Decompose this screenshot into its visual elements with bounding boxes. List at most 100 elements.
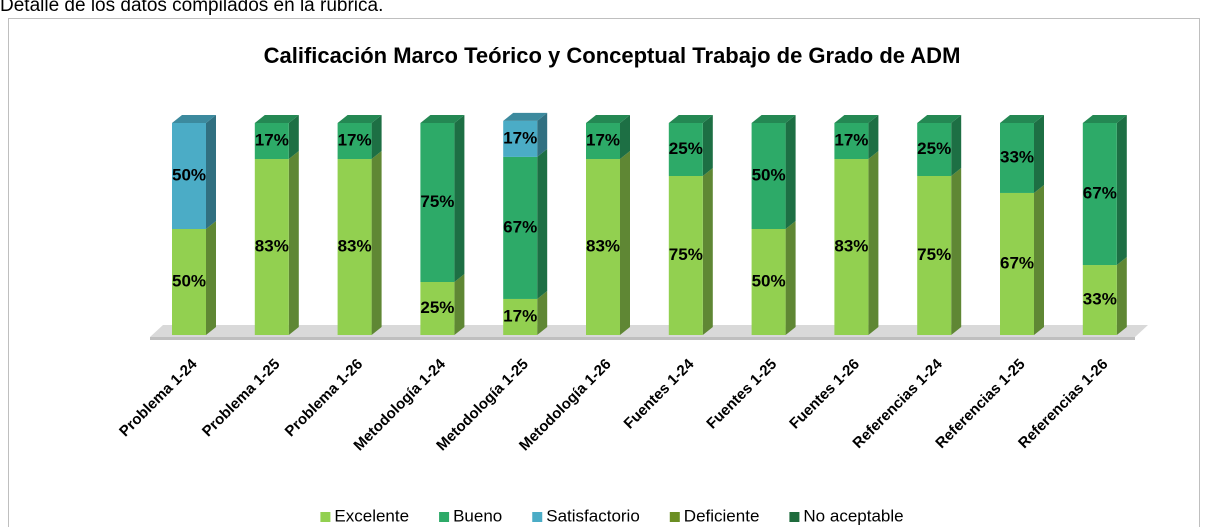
bar-segment <box>420 123 455 282</box>
bar-side <box>206 115 216 229</box>
bar-top <box>1000 115 1044 123</box>
bar-top <box>668 115 713 123</box>
bar-segment <box>586 123 620 160</box>
bar-top <box>254 115 299 123</box>
bar-segment <box>503 120 538 157</box>
bar-side <box>288 151 299 335</box>
data-label: 67% <box>1083 184 1117 203</box>
heading: Detalle de los datos compilados en la rú… <box>0 0 383 16</box>
legend-swatch <box>532 512 543 522</box>
floor <box>150 325 1148 337</box>
bar-top <box>420 115 465 123</box>
bar-top <box>1082 115 1127 123</box>
bar-segment <box>668 123 703 176</box>
bar-side <box>951 115 962 176</box>
bar-segment <box>172 229 206 335</box>
bar-side <box>206 221 216 335</box>
bar-segment <box>254 159 289 335</box>
bar-segment <box>834 123 869 160</box>
bar-segment <box>917 176 952 335</box>
legend-label: No aceptable <box>803 506 903 525</box>
data-label: 17% <box>503 306 537 325</box>
bar-side <box>1034 115 1044 193</box>
data-label: 17% <box>255 131 289 150</box>
bar-side <box>1116 115 1127 266</box>
bar-side <box>537 112 548 157</box>
bar-segment <box>420 282 455 335</box>
bar-segment <box>751 229 786 335</box>
legend-label: Bueno <box>453 506 502 525</box>
data-label: 75% <box>669 245 703 264</box>
bar-side <box>702 168 713 335</box>
data-label: 33% <box>1000 147 1034 166</box>
bar-segment <box>751 123 786 229</box>
data-label: 83% <box>338 237 372 256</box>
legend-swatch <box>789 512 800 522</box>
bar-side <box>454 274 465 335</box>
data-label: 17% <box>503 128 537 147</box>
data-label: 50% <box>172 165 206 184</box>
data-label: 50% <box>752 165 786 184</box>
bar-top <box>917 115 962 123</box>
data-label: 25% <box>420 298 454 317</box>
legend-swatch <box>439 512 450 522</box>
bar-side <box>868 151 879 335</box>
data-label: 83% <box>834 237 868 256</box>
bar-segment <box>668 176 703 335</box>
bar-segment <box>586 159 620 335</box>
bar-segment <box>834 159 869 335</box>
bar-side <box>620 151 630 335</box>
data-label: 25% <box>917 139 951 158</box>
bar-top <box>586 115 630 123</box>
data-label: 50% <box>752 271 786 290</box>
data-label: 25% <box>669 139 703 158</box>
data-label: 75% <box>420 192 454 211</box>
bar-segment <box>254 123 289 160</box>
bar-top <box>834 115 879 123</box>
bar-segment <box>337 123 372 160</box>
data-label: 83% <box>255 237 289 256</box>
bar-side <box>868 115 879 160</box>
bar-top <box>337 115 382 123</box>
bar-side <box>371 115 382 160</box>
bar-side <box>785 221 796 335</box>
data-label: 17% <box>338 131 372 150</box>
bar-top <box>751 115 796 123</box>
bar-segment <box>172 123 206 229</box>
bar-segment <box>1000 192 1034 335</box>
bar-side <box>454 115 465 282</box>
legend-label: Deficiente <box>684 506 760 525</box>
bar-top <box>503 112 548 121</box>
bar-top <box>172 115 216 123</box>
legend-label: Satisfactorio <box>546 506 640 525</box>
data-label: 83% <box>586 237 620 256</box>
bar-side <box>537 148 548 299</box>
bar-segment <box>1000 123 1034 193</box>
bar-segment <box>917 123 952 176</box>
bar-side <box>702 115 713 176</box>
bar-side <box>537 290 548 335</box>
data-label: 33% <box>1083 290 1117 309</box>
floor-edge <box>150 337 1135 340</box>
bar-side <box>288 115 299 160</box>
bar-side <box>1116 257 1127 335</box>
bar-segment <box>1082 265 1117 335</box>
legend-swatch <box>320 512 331 522</box>
bar-segment <box>1082 123 1117 266</box>
bar-side <box>785 115 796 229</box>
data-label: 75% <box>917 245 951 264</box>
data-label: 67% <box>503 217 537 236</box>
data-label: 67% <box>1000 253 1034 272</box>
bar-side <box>1034 184 1044 335</box>
bar-side <box>620 115 630 160</box>
bar-side <box>371 151 382 335</box>
data-label: 50% <box>172 271 206 290</box>
bar-segment <box>503 156 538 299</box>
data-label: 17% <box>834 131 868 150</box>
bar-segment <box>337 159 372 335</box>
bar-segment <box>503 298 538 335</box>
chart-title: Calificación Marco Teórico y Conceptual … <box>264 43 961 68</box>
data-label: 17% <box>586 131 620 150</box>
legend-label: Excelente <box>334 506 409 525</box>
